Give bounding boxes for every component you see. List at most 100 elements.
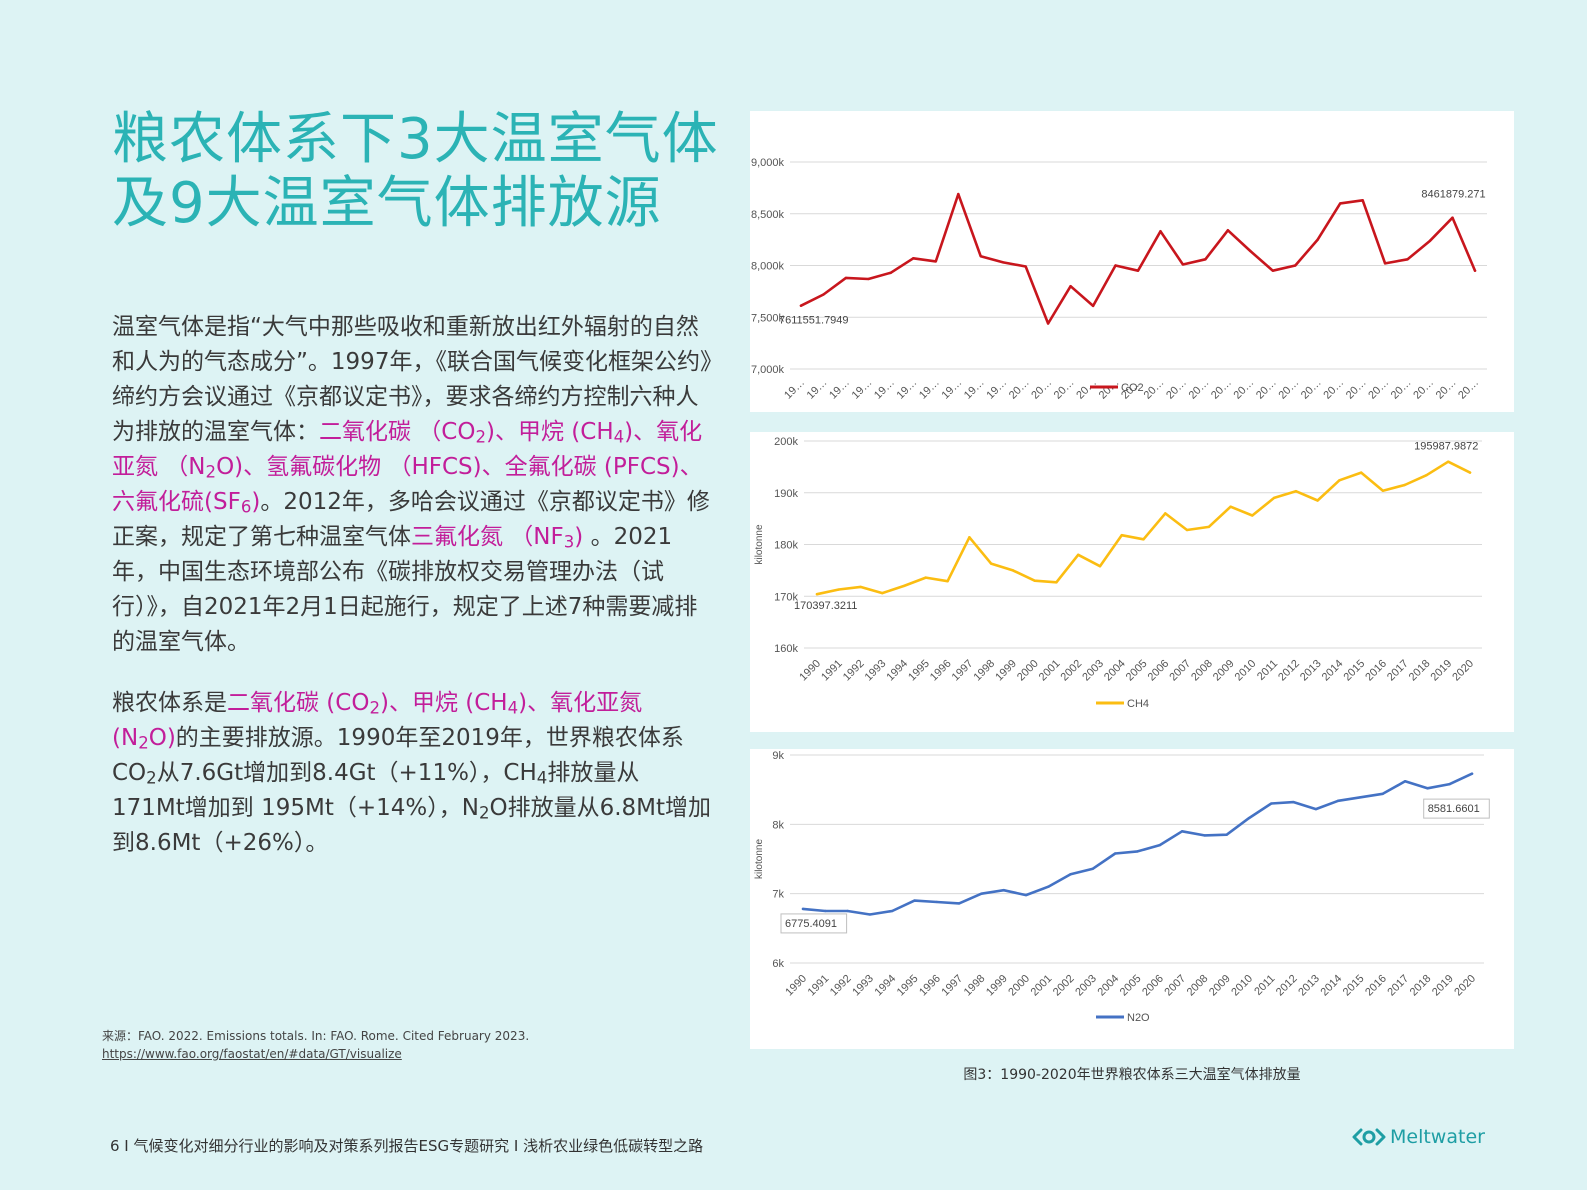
data-point <box>1294 264 1297 267</box>
data-point <box>1114 852 1117 855</box>
x-tick-label: 2003 <box>1073 973 1099 999</box>
y-tick-label: 190k <box>774 488 798 500</box>
x-tick-label: 2003 <box>1080 658 1106 684</box>
data-point <box>1229 505 1232 508</box>
x-tick-label: 20… <box>1389 377 1414 402</box>
x-tick-label: 2001 <box>1037 658 1063 684</box>
x-tick-label: 2005 <box>1118 973 1144 999</box>
legend-label: CO2 <box>1121 382 1144 394</box>
y-tick-label: 160k <box>774 643 798 655</box>
data-point <box>1381 792 1384 796</box>
x-tick-label: 2016 <box>1363 658 1389 684</box>
data-point <box>1185 528 1189 532</box>
figure-caption: 图3：1990-2020年世界粮农体系三大温室气体排放量 <box>963 1067 1301 1083</box>
highlighted-text: O)、氢氟碳化物 （HFCS)、全氟化碳 (PFCS)、六氟化硫(SF <box>112 454 703 515</box>
data-point <box>1207 525 1210 529</box>
ch4-chart-panel: 160k 170k 180k 190k 200k kilotonne 1990 1991 199… <box>750 432 1514 732</box>
data-point <box>1120 533 1123 537</box>
y-tick-label: 9k <box>772 750 784 762</box>
source-citation: 来源：FAO. 2022. Emissions totals. In: FAO.… <box>102 1029 530 1043</box>
title-line-1: 粮农体系下3大温室气体 <box>112 107 719 172</box>
highlighted-text: 二氧化碳 (CO <box>227 690 370 716</box>
x-tick-label: 20… <box>1411 377 1436 402</box>
paragraph-text: 2 <box>146 768 157 788</box>
data-point <box>1046 322 1050 325</box>
x-tick-label: 2014 <box>1319 973 1345 999</box>
x-tick-label: 1999 <box>993 658 1019 684</box>
data-point <box>844 276 848 280</box>
data-point <box>891 909 894 913</box>
x-tick-label: 1998 <box>962 973 988 999</box>
data-point <box>1271 269 1274 272</box>
x-tick-label: 19… <box>917 377 942 402</box>
x-tick-label: 19… <box>827 377 852 402</box>
data-point <box>1294 489 1298 493</box>
x-tick-label: 2000 <box>1015 658 1041 684</box>
x-tick-label: 19… <box>782 377 807 402</box>
y-tick-label: 8,000k <box>751 261 785 273</box>
x-tick-label: 1996 <box>917 973 943 999</box>
data-point <box>1204 258 1207 261</box>
y-axis-label: kilotonne <box>754 839 765 879</box>
ch4-line-chart: 160k170k180k190k200kkilotonne19901991199… <box>754 436 1482 710</box>
x-tick-label: 20… <box>1254 377 1279 402</box>
source-link[interactable]: https://www.fao.org/faostat/en/#data/GT/… <box>102 1047 402 1061</box>
data-point <box>1247 816 1251 820</box>
x-tick-label: 19… <box>984 377 1009 402</box>
x-tick-label: 2019 <box>1430 973 1456 999</box>
intro-paragraph: 温室气体是指“大气中那些吸收和重新放出红外辐射的自然和人为的气态成分”。1997… <box>112 310 712 660</box>
data-point <box>867 277 870 281</box>
x-tick-label: 2011 <box>1255 658 1280 683</box>
x-tick-label: 20… <box>1276 377 1301 402</box>
data-point <box>1425 473 1428 477</box>
x-tick-label: 2012 <box>1274 973 1300 999</box>
data-point <box>1272 496 1276 500</box>
data-point <box>1159 230 1162 233</box>
data-point <box>1142 538 1145 541</box>
data-point <box>1316 499 1319 502</box>
annotation-box <box>1423 798 1490 819</box>
x-tick-label: 2013 <box>1298 658 1324 684</box>
data-point <box>1428 239 1432 242</box>
data-point <box>957 192 960 196</box>
data-point <box>889 271 893 274</box>
paragraph-text: 的主要排放源。1990年至2019年，世界粮农体系CO <box>112 725 684 786</box>
x-tick-label: 1999 <box>984 973 1010 999</box>
paragraph-text: O排放量从6.8Mt增加到8.6Mt（+26%）。 <box>112 795 712 856</box>
data-point <box>1383 262 1387 265</box>
paragraph-text: 2 <box>478 803 490 823</box>
y-tick-label: 7k <box>772 889 784 901</box>
highlighted-text: 2 <box>475 427 487 447</box>
highlighted-text: 二氧化碳 （CO <box>319 419 476 445</box>
x-tick-label: 2002 <box>1059 658 1085 684</box>
legend: N2O <box>1096 1012 1150 1024</box>
x-tick-label: 2014 <box>1320 658 1346 684</box>
data-point <box>1024 265 1027 268</box>
data-point <box>1033 579 1036 582</box>
data-label: 7611551.7949 <box>779 315 849 327</box>
x-tick-label: 20… <box>1029 377 1054 402</box>
x-tick-label: 1991 <box>806 973 832 999</box>
highlighted-text: 3 <box>563 532 575 552</box>
data-point <box>957 902 961 905</box>
data-point <box>934 260 937 263</box>
x-tick-label: 1990 <box>783 973 809 999</box>
data-point <box>801 907 805 911</box>
x-tick-label: 1991 <box>819 658 845 684</box>
x-tick-label: 20… <box>1456 377 1481 402</box>
highlighted-text: 4 <box>613 427 625 447</box>
data-point <box>815 592 819 596</box>
highlighted-text: )、氧化亚氮 （N <box>112 419 703 480</box>
x-tick-label: 2007 <box>1162 973 1188 999</box>
highlighted-text: 4 <box>507 698 519 718</box>
data-point <box>799 304 803 307</box>
x-tick-label: 2012 <box>1276 658 1302 684</box>
x-tick-label: 20… <box>1007 377 1032 402</box>
legend: CH4 <box>1096 698 1149 710</box>
data-point <box>924 576 928 579</box>
data-point <box>1002 261 1005 264</box>
legend: CO2 <box>1090 382 1144 394</box>
x-tick-label: 1992 <box>841 658 867 684</box>
data-point <box>1447 460 1450 463</box>
y-tick-label: 8k <box>772 819 784 831</box>
